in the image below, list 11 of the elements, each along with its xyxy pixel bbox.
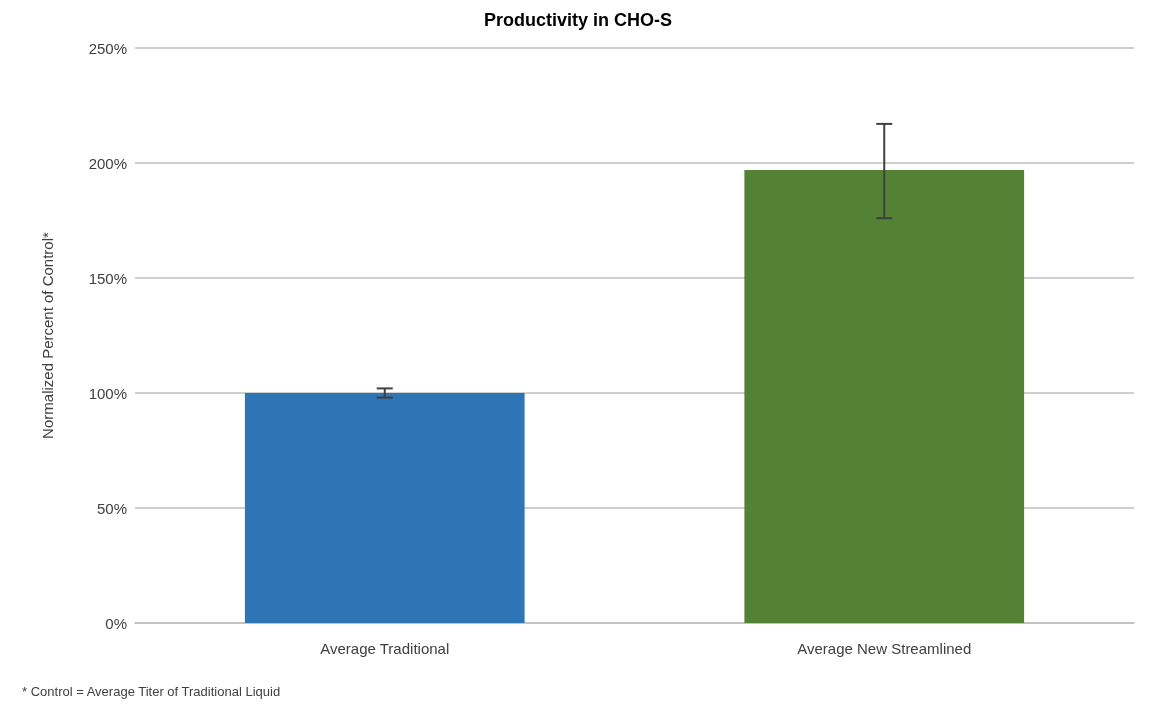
y-tick-label: 50% xyxy=(96,499,127,517)
y-tick-label: 150% xyxy=(88,269,127,287)
y-tick-label: 250% xyxy=(88,39,127,57)
x-tick-label: Average New Streamlined xyxy=(797,640,972,657)
text: * Control = Average Titer of Traditional Liquid xyxy=(22,684,281,699)
x-tick-label: Average Traditional xyxy=(320,640,450,657)
y-tick-label: 200% xyxy=(88,154,127,172)
y-tick-label: 100% xyxy=(88,384,127,402)
y-axis-title: Normalized Percent of Control* xyxy=(39,231,56,439)
chart-title: Productivity in CHO-S xyxy=(483,10,673,30)
y-tick-label: 0% xyxy=(105,614,127,632)
